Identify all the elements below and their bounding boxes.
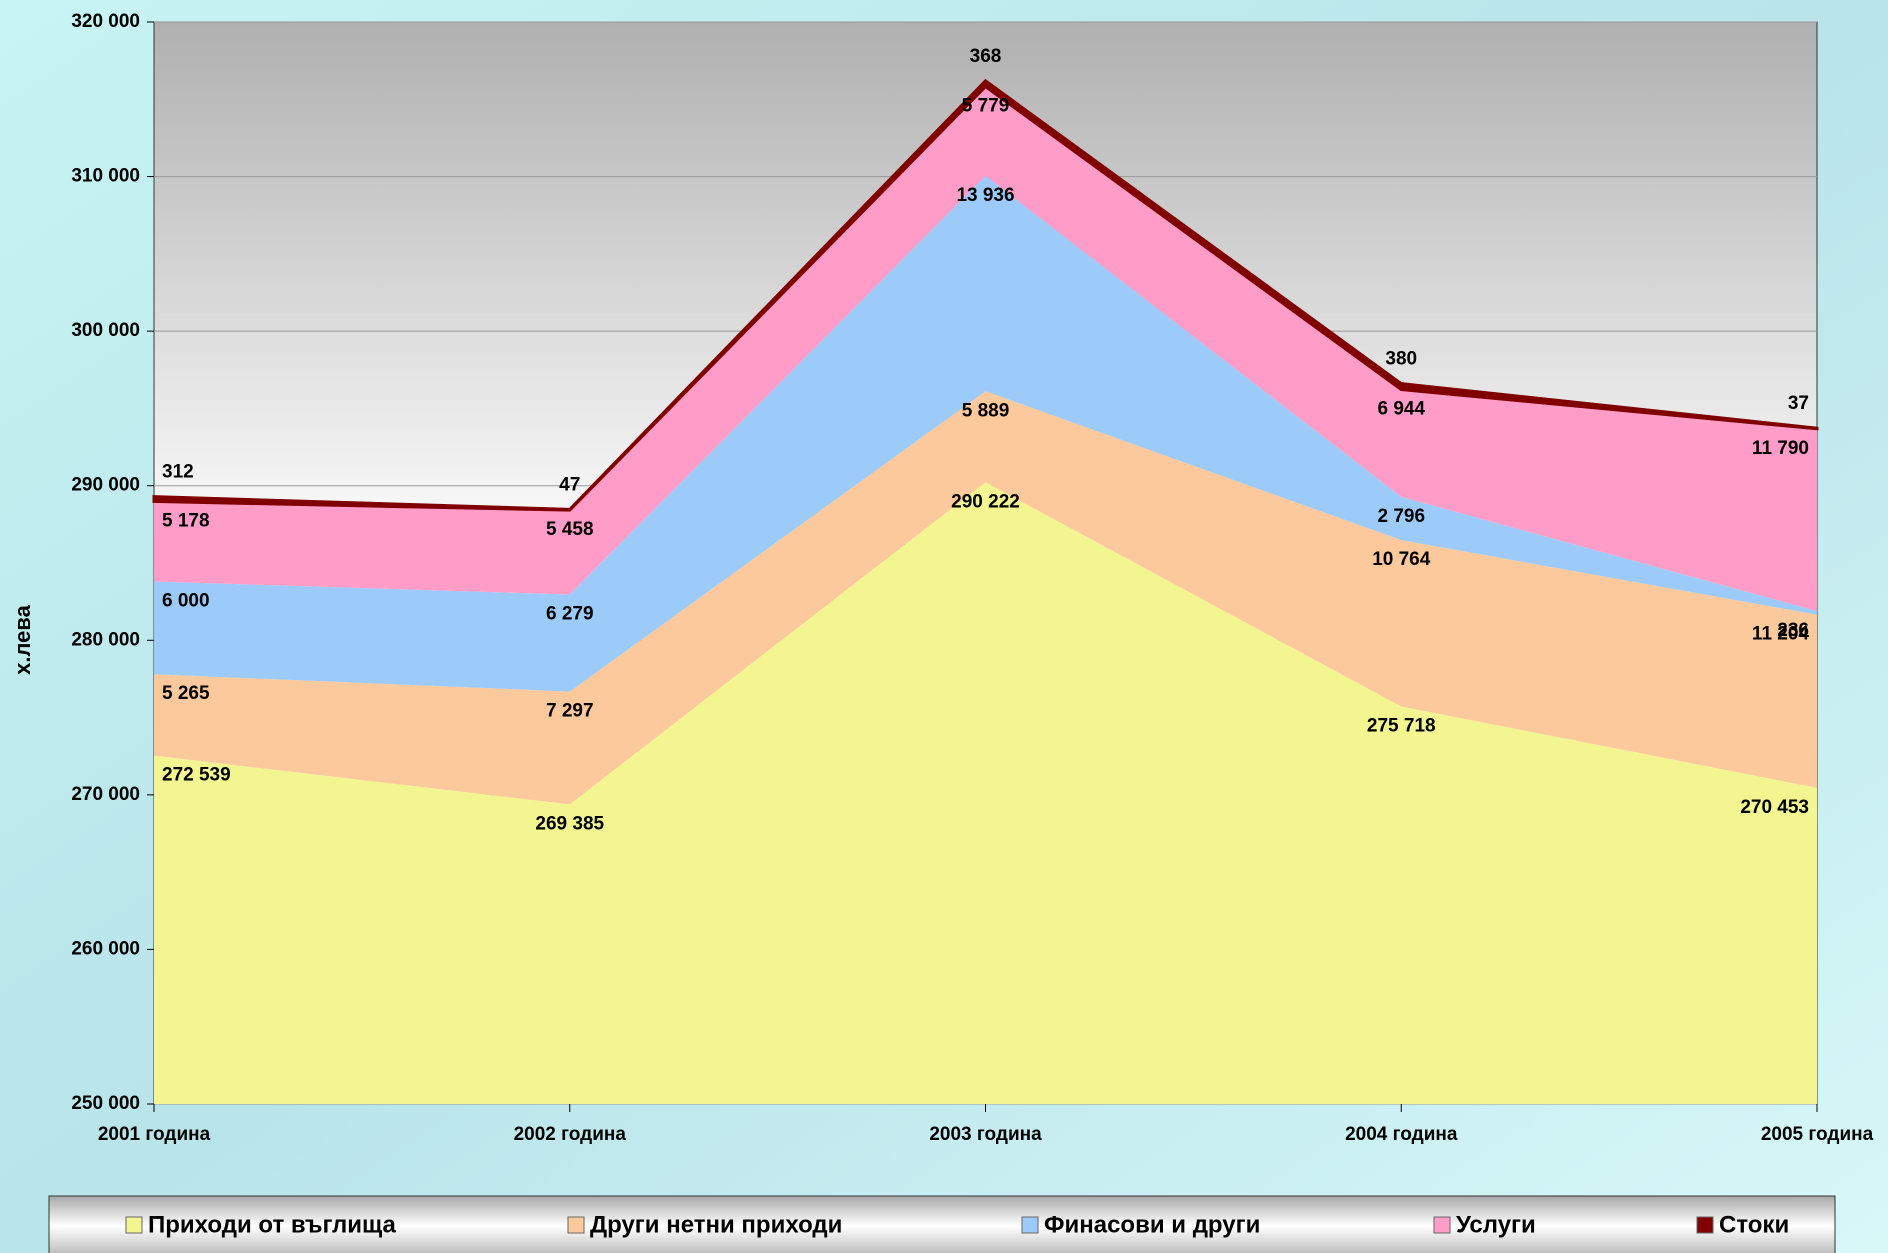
data-label: 368 [970,46,1002,67]
area [154,482,1817,1104]
data-label: 5 178 [162,510,210,531]
legend-swatch [125,1216,143,1234]
data-label: 37 [1788,393,1809,414]
data-label: 13 936 [956,185,1014,206]
y-tick-label: 310 000 [71,166,140,187]
area [154,86,1817,612]
data-label: 380 [1385,349,1417,370]
y-tick-label: 300 000 [71,320,140,341]
area [154,391,1817,805]
y-tick-label: 260 000 [71,938,140,959]
data-label: 236 [1777,620,1809,641]
data-label: 11 204 [1752,624,1809,645]
x-tick-label: 2001 година [98,1124,211,1145]
legend [48,1195,1836,1253]
y-tick-label: 250 000 [71,1093,140,1114]
data-label: 47 [559,474,580,495]
data-label: 6 000 [162,591,210,612]
data-label: 275 718 [1367,715,1436,736]
data-label: 269 385 [535,813,604,834]
x-tick-label: 2002 година [514,1124,627,1145]
legend-swatch [1696,1216,1714,1234]
legend-label: Приходи от въглища [148,1211,396,1238]
y-tick-label: 270 000 [71,784,140,805]
data-label: 6 944 [1377,399,1425,420]
data-label: 272 539 [162,765,231,786]
y-tick-label: 280 000 [71,629,140,650]
legend-swatch [1021,1216,1039,1234]
data-label: 7 297 [546,701,594,722]
legend-label: Финасови и други [1044,1211,1260,1238]
data-label: 270 453 [1740,797,1809,818]
legend-label: Услуги [1456,1211,1536,1238]
x-tick-label: 2005 година [1761,1124,1874,1145]
y-axis-label: х.лева [10,604,35,675]
area [154,175,1817,692]
x-tick-label: 2003 година [929,1124,1042,1145]
data-label: 5 458 [546,519,594,540]
x-tick-label: 2004 година [1345,1124,1458,1145]
data-label: 2 796 [1377,506,1425,527]
legend-label: Стоки [1719,1211,1789,1238]
legend-swatch [567,1216,585,1234]
y-tick-label: 320 000 [71,11,140,32]
data-label: 10 764 [1372,549,1431,570]
legend-swatch [1433,1216,1451,1234]
data-label: 5 265 [162,683,210,704]
data-label: 5 889 [962,400,1010,421]
data-label: 290 222 [951,491,1020,512]
data-label: 312 [162,462,194,483]
data-label: 11 790 [1752,438,1809,459]
data-label: 6 279 [546,604,594,625]
legend-label: Други нетни приходи [590,1211,842,1238]
data-label: 5 779 [962,96,1010,117]
y-tick-label: 290 000 [71,475,140,496]
area [152,78,1819,512]
